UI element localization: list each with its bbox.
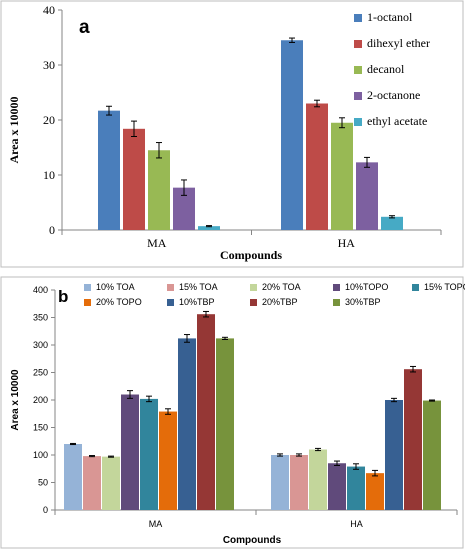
x-tick-label: MA — [149, 519, 163, 529]
bar — [366, 473, 384, 510]
bar — [423, 400, 441, 510]
legend-swatch — [167, 299, 174, 306]
bar — [197, 314, 215, 510]
bar — [381, 216, 403, 230]
y-tick-label: 200 — [33, 395, 48, 405]
bar — [331, 122, 353, 230]
bar — [281, 40, 303, 230]
y-tick-label: 300 — [33, 340, 48, 350]
y-tick-label: 40 — [43, 3, 55, 17]
legend-label: 10% TOA — [96, 282, 135, 292]
bar — [159, 411, 177, 510]
bar — [102, 456, 120, 510]
bar — [385, 400, 403, 510]
legend-label: 30%TBP — [345, 297, 381, 307]
legend-swatch — [333, 284, 340, 291]
legend-label: 20% TOA — [262, 282, 301, 292]
y-tick-label: 400 — [33, 285, 48, 295]
y-tick-label: 30 — [43, 58, 55, 72]
legend-label: 15% TOA — [179, 282, 218, 292]
legend-label: 15% TOPO — [424, 282, 465, 292]
bar — [140, 398, 158, 510]
x-tick-label: HA — [350, 519, 363, 529]
y-axis-label-b: Area x 10000 — [10, 369, 21, 431]
legend-label: 20% TOPO — [96, 297, 142, 307]
bar — [356, 162, 378, 230]
y-tick-label: 150 — [33, 423, 48, 433]
bar — [173, 187, 195, 230]
chart-panel-b: b Area x 10000 Compounds 0 50 100 150 200 250… — [0, 276, 465, 549]
panel-label-b: b — [58, 287, 68, 306]
legend-swatch — [250, 284, 257, 291]
legend-swatch — [250, 299, 257, 306]
legend-label: 20%TBP — [262, 297, 298, 307]
legend-swatch — [333, 299, 340, 306]
legend-label: 10%TBP — [179, 297, 215, 307]
y-tick-label: 350 — [33, 313, 48, 323]
legend-swatch — [167, 284, 174, 291]
bar — [271, 455, 289, 510]
y-tick-label: 50 — [38, 478, 48, 488]
bar — [290, 455, 308, 510]
bar — [98, 110, 120, 230]
bar — [347, 466, 365, 510]
legend-swatch — [84, 299, 91, 306]
bar — [404, 369, 422, 510]
y-tick-label: 0 — [49, 223, 55, 237]
legend-label: 1-octanol — [367, 10, 413, 24]
x-tick-label: MA — [147, 236, 167, 250]
bar — [148, 150, 170, 230]
bar — [216, 338, 234, 510]
panel-label-a: a — [79, 17, 90, 38]
bar — [123, 128, 145, 230]
bar — [83, 456, 101, 510]
legend-swatch — [412, 284, 419, 291]
legend-label: ethyl acetate — [367, 114, 427, 128]
legend-swatch — [354, 40, 362, 48]
legend-swatch — [354, 66, 362, 74]
x-axis-label-a: Compounds — [220, 248, 282, 262]
legend-label: 2-octanone — [367, 88, 420, 102]
y-tick-label: 20 — [43, 113, 55, 127]
legend-swatch — [354, 92, 362, 100]
legend-label: 10%TOPO — [345, 282, 388, 292]
legend-swatch — [354, 14, 362, 22]
chart-panel-a: a Area x 10000 Compounds 0 10 20 30 40 MA HA 1… — [0, 0, 464, 268]
bar — [64, 444, 82, 510]
bar — [198, 226, 220, 230]
bar — [121, 394, 139, 510]
legend-swatch — [84, 284, 91, 291]
x-tick-label: HA — [338, 236, 356, 250]
y-tick-label: 250 — [33, 368, 48, 378]
legend-swatch — [354, 118, 362, 126]
bar — [328, 463, 346, 510]
legend-label: decanol — [367, 62, 405, 76]
y-tick-label: 100 — [33, 450, 48, 460]
legend-label: dihexyl ether — [367, 36, 430, 50]
x-axis-label-b: Compounds — [223, 535, 282, 546]
bar — [178, 338, 196, 510]
bar — [306, 103, 328, 230]
y-tick-label: 10 — [43, 168, 55, 182]
y-tick-label: 0 — [43, 505, 48, 515]
bar — [309, 449, 327, 510]
y-axis-label-a: Area x 10000 — [7, 96, 21, 163]
